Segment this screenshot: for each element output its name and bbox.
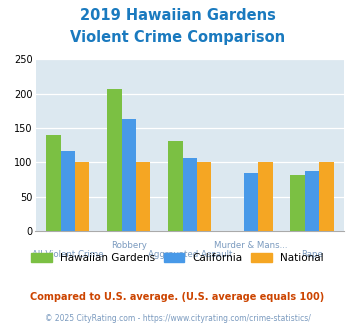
Text: Compared to U.S. average. (U.S. average equals 100): Compared to U.S. average. (U.S. average … [31, 292, 324, 302]
Text: © 2025 CityRating.com - https://www.cityrating.com/crime-statistics/: © 2025 CityRating.com - https://www.city… [45, 314, 310, 323]
Bar [46, 135, 61, 231]
Text: Murder & Mans...: Murder & Mans... [214, 241, 288, 249]
Bar [168, 141, 183, 231]
Bar [136, 162, 151, 231]
Bar [61, 151, 75, 231]
Text: Robbery: Robbery [111, 241, 147, 249]
Bar [107, 89, 122, 231]
Bar [197, 162, 212, 231]
Bar [290, 176, 305, 231]
Text: All Violent Crime: All Violent Crime [32, 250, 104, 259]
Bar [319, 162, 334, 231]
Text: Violent Crime Comparison: Violent Crime Comparison [70, 30, 285, 45]
Text: Rape: Rape [301, 250, 323, 259]
Bar [122, 119, 136, 231]
Bar [244, 173, 258, 231]
Bar [183, 158, 197, 231]
Bar [258, 162, 273, 231]
Text: Aggravated Assault: Aggravated Assault [148, 250, 232, 259]
Bar [75, 162, 89, 231]
Legend: Hawaiian Gardens, California, National: Hawaiian Gardens, California, National [27, 248, 328, 267]
Bar [305, 171, 319, 231]
Text: 2019 Hawaiian Gardens: 2019 Hawaiian Gardens [80, 8, 275, 23]
